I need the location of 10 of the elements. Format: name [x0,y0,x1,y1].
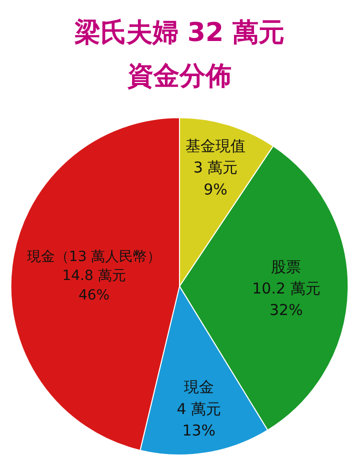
slice-label: 現金（13 萬人民幣） [26,249,162,265]
data-label: 14.8 萬元 46% [62,268,126,304]
data-label: 3 萬元 9% [193,158,238,198]
slice-label: 現金 [184,378,214,396]
chart-subtitle: 資金分佈 [126,61,232,92]
slice-label: 基金現值 [185,137,246,156]
chart-title: 梁氏夫婦 32 萬元 [73,18,285,48]
data-label: 10.2 萬元 32% [252,279,320,320]
slice-label: 股票 [271,258,302,276]
data-label: 4 萬元 13% [176,400,222,440]
